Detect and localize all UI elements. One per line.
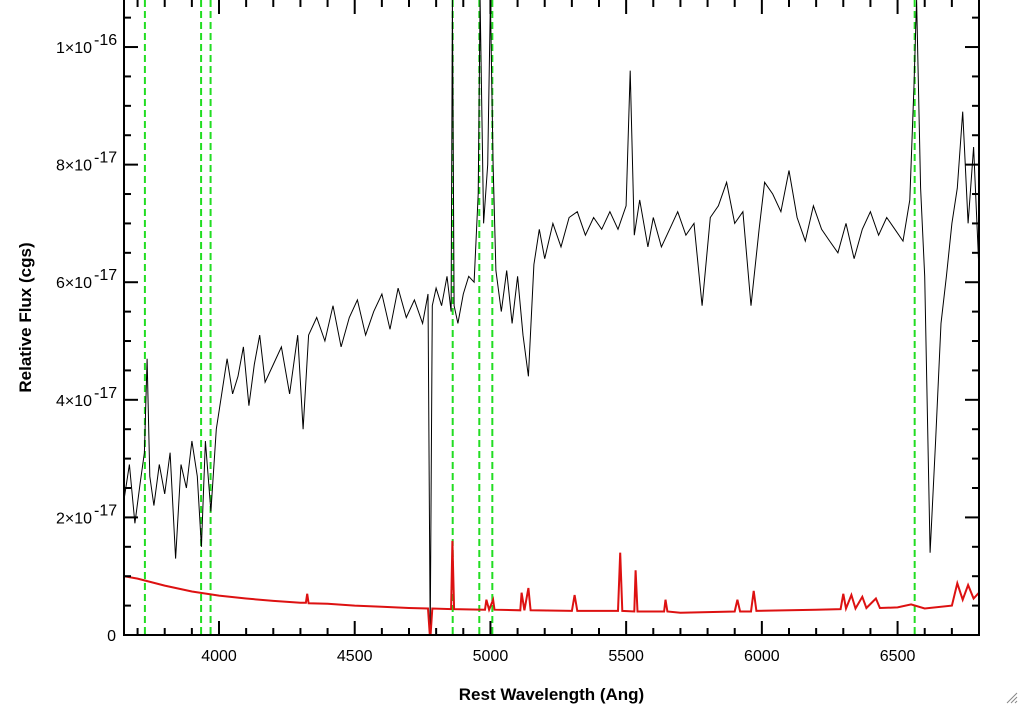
y-tick-label: 0 [107,628,116,645]
x-axis-title: Rest Wavelength (Ang) [459,685,644,704]
y-tick-exponent: -17 [94,150,117,167]
x-tick-label: 5000 [473,648,509,665]
error-series-line [124,540,979,635]
y-tick-exponent: -17 [94,385,117,402]
y-tick-label: 4×10 [56,393,92,410]
y-axis-title: Relative Flux (cgs) [16,242,35,392]
y-tick-label: 2×10 [56,510,92,527]
x-tick-label: 5500 [608,648,644,665]
y-tick-label: 8×10 [56,158,92,175]
y-tick-exponent: -17 [94,267,117,284]
spectrum-series [124,0,979,635]
x-tick-label: 6000 [744,648,780,665]
resize-grip-icon[interactable] [1006,692,1018,704]
y-axis: 02×10 -174×10 -176×10 -178×10 -171×10 -16 [56,16,979,645]
y-tick-exponent: -16 [94,32,117,49]
plot-frame [123,0,980,636]
flux-series-line [124,0,979,635]
x-axis: 4000 4500 5000 5500 6000 6500 [136,0,980,665]
y-tick-label: 6×10 [56,275,92,292]
x-tick-label: 4000 [201,648,237,665]
x-tick-label: 6500 [880,648,916,665]
y-tick-exponent: -17 [94,502,117,519]
y-tick-label: 1×10 [56,40,92,57]
emission-line-markers [143,0,916,635]
x-tick-label: 4500 [337,648,373,665]
